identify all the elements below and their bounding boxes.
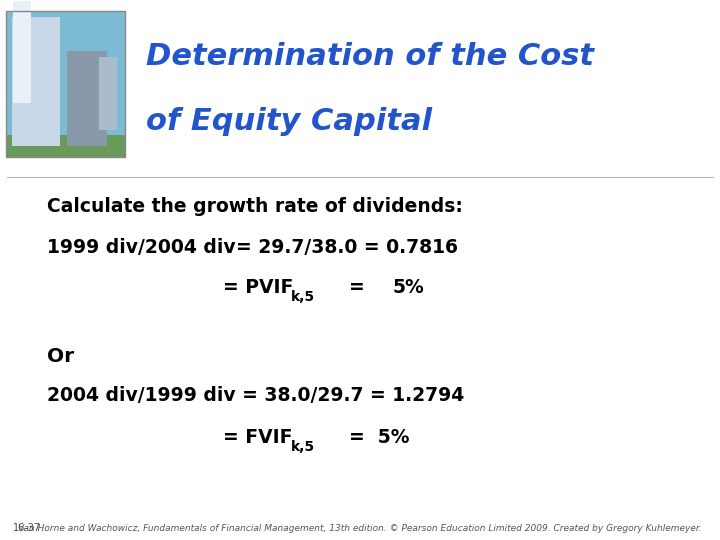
Bar bbox=[99, 57, 117, 130]
Text: = 29.7/38.0 = 0.7816: = 29.7/38.0 = 0.7816 bbox=[223, 238, 458, 257]
Text: Calculate the growth rate of dividends:: Calculate the growth rate of dividends: bbox=[47, 197, 463, 216]
Text: = PVIF: = PVIF bbox=[223, 278, 294, 297]
Bar bbox=[6, 11, 125, 157]
Bar bbox=[12, 17, 60, 146]
Bar bbox=[67, 51, 107, 146]
Text: = FVIF: = FVIF bbox=[223, 428, 293, 447]
Text: 16-37: 16-37 bbox=[13, 523, 41, 533]
Text: k,5: k,5 bbox=[291, 440, 315, 454]
Bar bbox=[6, 135, 125, 157]
Text: k,5: k,5 bbox=[291, 290, 315, 304]
Text: Or: Or bbox=[47, 347, 74, 366]
Bar bbox=[6, 11, 125, 157]
Bar bbox=[13, 1, 31, 103]
Text: Determination of the Cost: Determination of the Cost bbox=[146, 42, 594, 71]
Text: 5%: 5% bbox=[392, 278, 424, 297]
Text: 1999 div/2004 div: 1999 div/2004 div bbox=[47, 238, 235, 257]
Text: of Equity Capital: of Equity Capital bbox=[146, 107, 432, 136]
Text: 2004 div/1999 div = 38.0/29.7 = 1.2794: 2004 div/1999 div = 38.0/29.7 = 1.2794 bbox=[47, 386, 464, 405]
Text: =  5%: = 5% bbox=[349, 428, 410, 447]
Text: Van Horne and Wachowicz, Fundamentals of Financial Management, 13th edition. © P: Van Horne and Wachowicz, Fundamentals of… bbox=[18, 524, 702, 532]
Text: =: = bbox=[349, 278, 365, 297]
